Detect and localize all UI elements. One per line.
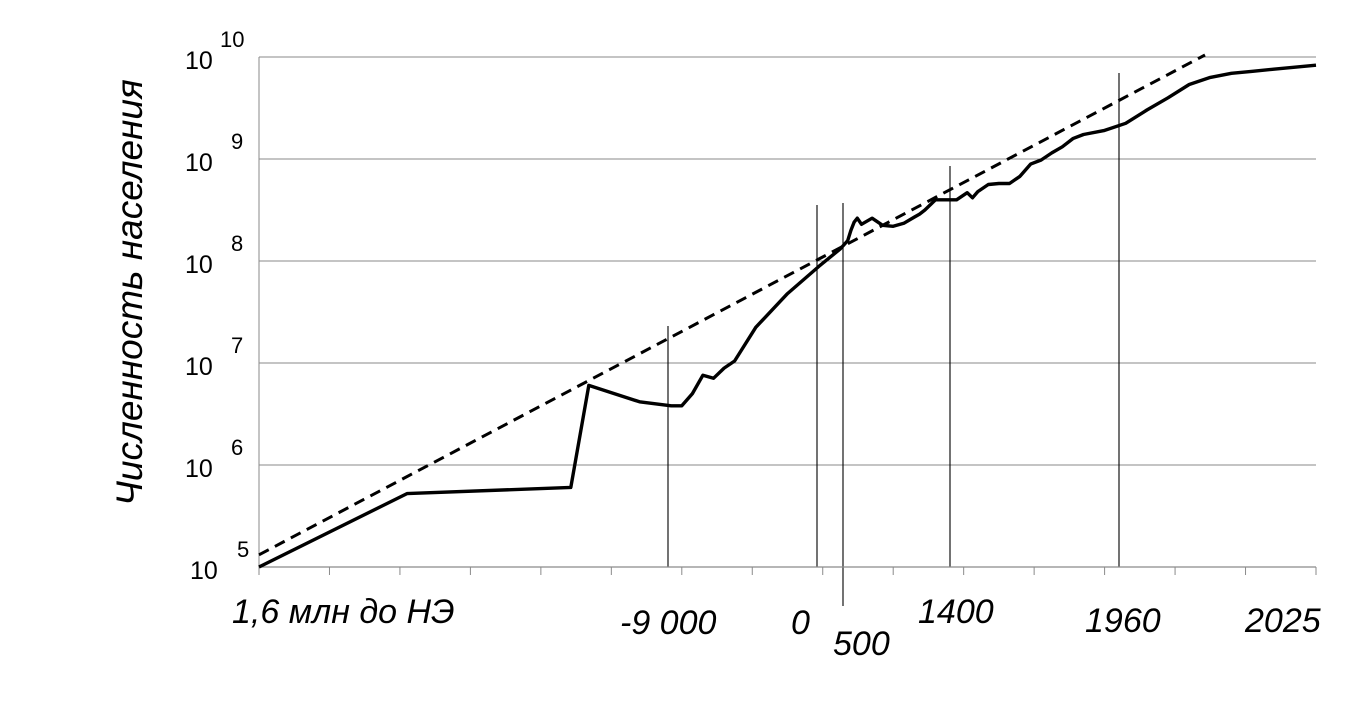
y-tick-exponent-1e5: 5 — [237, 537, 249, 562]
population-line — [258, 63, 1317, 569]
horizontal-gridlines — [259, 56, 1316, 568]
vertical-marker-lines — [667, 73, 1120, 606]
x-tick-label: 1960 — [1085, 602, 1161, 640]
y-tick-base-1e5: 10 — [190, 557, 218, 585]
x-tick-label: -9 000 — [620, 604, 716, 642]
y-tick-labels: 10 5 10 6 10 7 10 8 10 9 10 10 — [185, 27, 249, 585]
x-tick-label: 2025 — [1244, 602, 1321, 640]
axes — [258, 57, 1317, 575]
x-tick-label: 1400 — [918, 593, 994, 631]
y-tick-exponent-1e6: 6 — [231, 435, 243, 460]
y-tick-exponent-1e10: 10 — [220, 27, 244, 52]
trend-line-dashed — [258, 53, 1206, 557]
y-tick-exponent-1e8: 8 — [231, 231, 243, 256]
x-tick-label: 0 — [791, 604, 810, 642]
y-axis-label: Численность населения — [109, 79, 150, 506]
y-tick-exponent-1e7: 7 — [231, 333, 243, 358]
y-tick-base-1e7: 10 — [185, 353, 213, 381]
y-tick-base-1e9: 10 — [185, 149, 213, 177]
y-tick-base-1e6: 10 — [185, 455, 213, 483]
x-tick-labels: 1,6 млн до НЭ -9 000 0 500 1400 1960 2025 — [232, 593, 1321, 663]
y-tick-base-1e8: 10 — [185, 251, 213, 279]
x-tick-label: 500 — [833, 625, 890, 663]
y-tick-base-1e10: 10 — [185, 47, 213, 75]
y-tick-exponent-1e9: 9 — [231, 129, 243, 154]
x-tick-label: 1,6 млн до НЭ — [232, 593, 455, 631]
series-group — [258, 53, 1317, 569]
